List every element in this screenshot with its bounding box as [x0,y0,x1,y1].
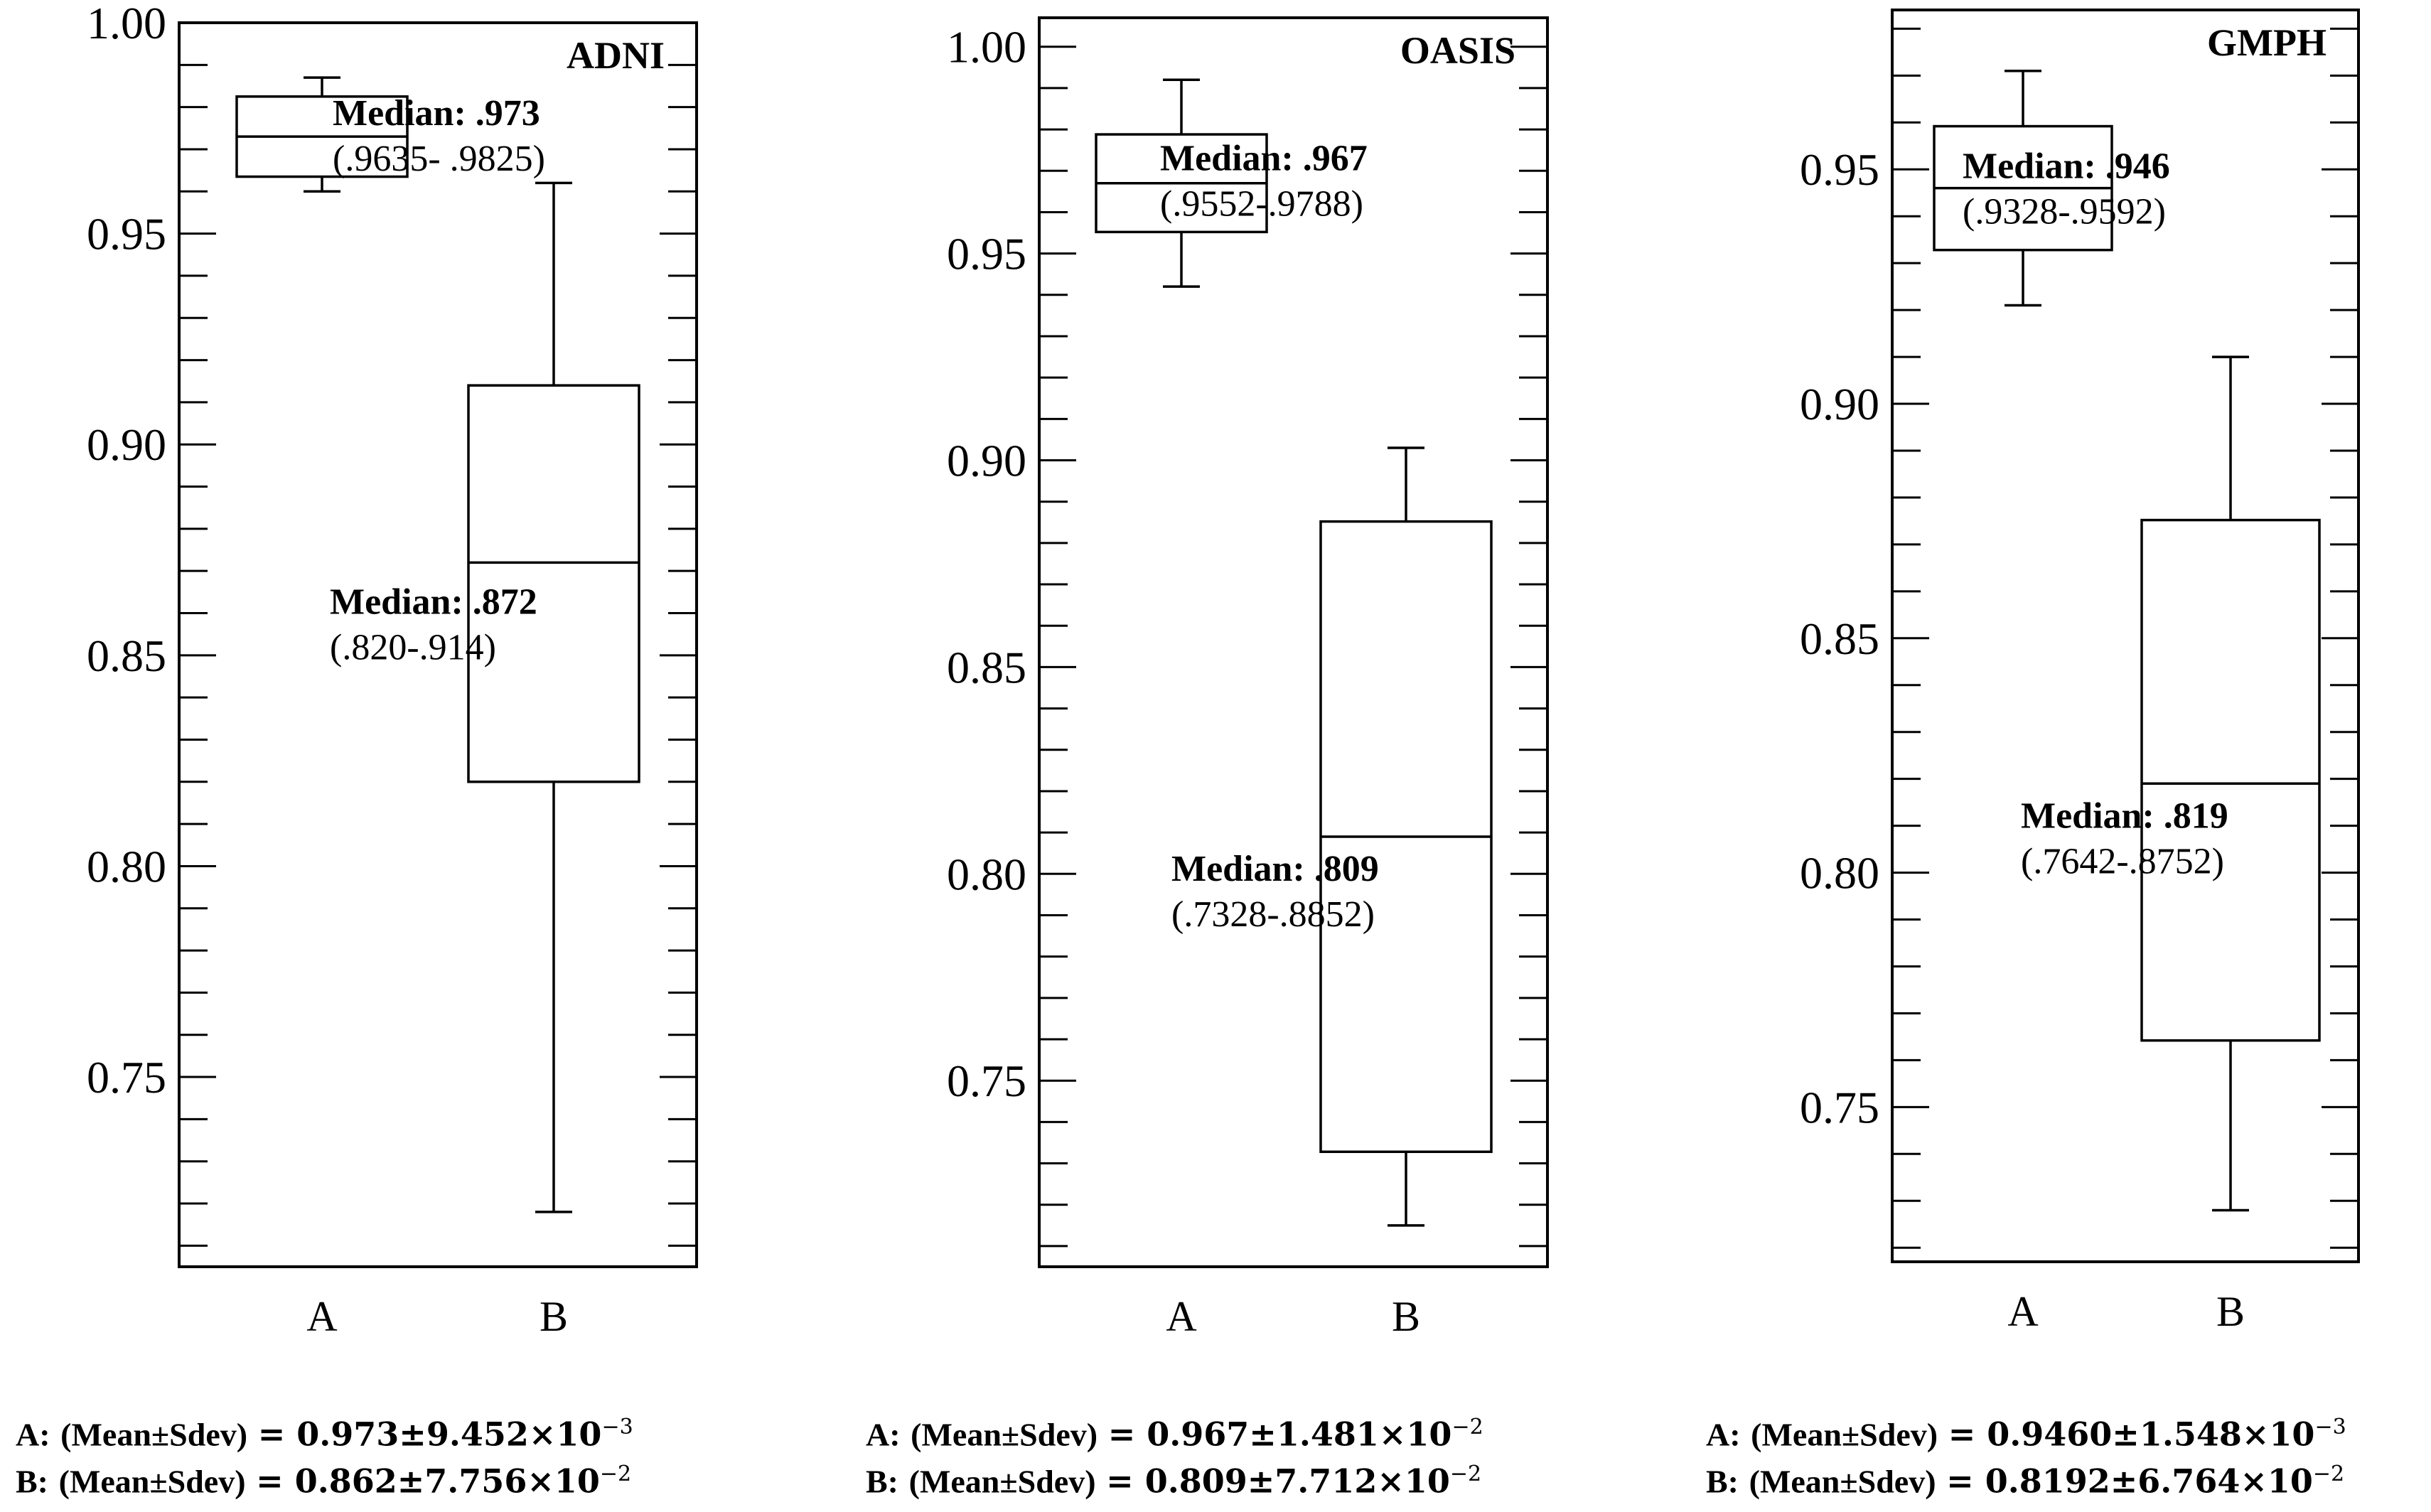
box-b: Median: .872 (.820-.914) [330,181,640,1213]
median-annotation: Median: .973 [333,93,540,134]
x-tick-label: B [1392,1293,1420,1340]
plot-frame [1038,16,1549,1268]
stats-exponent: −3 [601,1415,633,1439]
stats-value: = 0.809±7.712×10 [1106,1462,1450,1501]
median-annotation: Median: .872 [330,581,537,622]
stats-label: (Mean±Sdev) [1751,1416,1938,1453]
x-tick-label: A [306,1293,337,1340]
median-annotation: Median: .967 [1160,139,1368,179]
y-tick-label: 0.75 [947,1056,1026,1106]
stats-value: = 0.9460±1.548×10 [1948,1415,2315,1454]
stats-value: = 0.973±9.452×10 [257,1415,602,1454]
range-annotation: (.9635- .9825) [333,139,545,179]
stats-label: (Mean±Sdev) [1749,1463,1936,1500]
range-annotation: (.7642-.8752) [2021,841,2224,881]
stats-label: (Mean±Sdev) [911,1416,1098,1453]
box-a: Median: .946 (.9328-.9592) [1933,69,2170,307]
chart-panel-gmph: 0.95 0.90 0.85 0.80 0.75 GMPH A B Median: .946 (.… [1800,9,2360,1335]
stats-label: (Mean±Sdev) [58,1463,246,1500]
y-tick-label: 0.95 [1800,144,1879,195]
stats-exponent: −2 [1451,1415,1483,1439]
stats-line-a: A: (Mean±Sdev) = 0.967±1.481×10−2 [866,1404,1483,1458]
y-tick-label: 0.90 [947,436,1026,486]
stats-line-b: B: (Mean±Sdev) = 0.809±7.712×10−2 [866,1451,1481,1505]
y-tick-label: 0.90 [1800,379,1879,429]
box-iqr [467,384,640,783]
box-iqr [2140,518,2321,1042]
y-tick-label: 0.80 [87,841,166,891]
stats-label: (Mean±Sdev) [60,1416,248,1453]
box-a: Median: .973 (.9635- .9825) [235,76,545,193]
y-tick-label: 0.75 [1800,1082,1879,1132]
box-b: Median: .819 (.7642-.8752) [2021,355,2321,1212]
stats-line-a: A: (Mean±Sdev) = 0.9460±1.548×10−3 [1706,1404,2346,1458]
stats-prefix: A: [1706,1416,1741,1453]
stats-prefix: A: [866,1416,901,1453]
stats-prefix: B: [866,1463,898,1500]
panel-title: GMPH [2207,21,2327,64]
stats-prefix: B: [16,1463,48,1500]
y-tick-label: 0.80 [1800,848,1879,899]
stats-exponent: −2 [599,1462,632,1486]
y-tick-label: 0.85 [87,631,166,681]
x-tick-label: A [2007,1288,2038,1335]
stats-value: = 0.8192±6.764×10 [1946,1462,2313,1501]
median-annotation: Median: .819 [2021,795,2228,836]
panel-title: OASIS [1400,29,1515,72]
median-annotation: Median: .946 [1963,146,2170,187]
stats-exponent: −2 [2312,1462,2345,1486]
chart-panel-oasis: 1.00 0.95 0.90 0.85 0.80 0.75 OASIS A B Median: .… [947,16,1549,1340]
stats-prefix: A: [16,1416,50,1453]
y-tick-label: 0.80 [947,849,1026,899]
y-tick-label: 0.95 [947,229,1026,279]
x-tick-label: B [2216,1288,2245,1335]
panel-title: ADNI [567,34,665,77]
range-annotation: (.820-.914) [330,627,496,667]
stats-prefix: B: [1706,1463,1739,1500]
median-annotation: Median: .809 [1171,849,1379,889]
y-tick-label: 0.95 [87,209,166,259]
y-tick-label: 0.90 [87,419,166,470]
plot-frame [1891,9,2360,1263]
chart-panel-adni: 1.00 0.95 0.90 0.85 0.80 0.75 ADNI A B Median: .9… [87,0,698,1340]
y-tick-label: 1.00 [947,22,1026,73]
y-tick-label: 0.75 [87,1052,166,1103]
plot-frame [178,21,698,1268]
stats-line-b: B: (Mean±Sdev) = 0.862±7.756×10−2 [16,1451,631,1505]
range-annotation: (.9552-.9788) [1160,184,1363,225]
range-annotation: (.7328-.8852) [1171,894,1375,935]
stats-exponent: −3 [2314,1415,2346,1439]
x-tick-label: B [540,1293,568,1340]
box-a: Median: .967 (.9552-.9788) [1095,78,1368,288]
x-tick-label: A [1166,1293,1196,1340]
stats-label: (Mean±Sdev) [908,1463,1096,1500]
stats-value: = 0.967±1.481×10 [1107,1415,1452,1454]
y-tick-label: 0.85 [947,642,1026,692]
box-b: Median: .809 (.7328-.8852) [1171,446,1493,1227]
stats-line-a: A: (Mean±Sdev) = 0.973±9.452×10−3 [16,1404,633,1458]
y-tick-label: 1.00 [87,0,166,48]
stats-line-b: B: (Mean±Sdev) = 0.8192±6.764×10−2 [1706,1451,2344,1505]
stats-exponent: −2 [1449,1462,1482,1486]
range-annotation: (.9328-.9592) [1963,192,2166,232]
y-tick-label: 0.85 [1800,613,1879,664]
stats-value: = 0.862±7.756×10 [256,1462,600,1501]
